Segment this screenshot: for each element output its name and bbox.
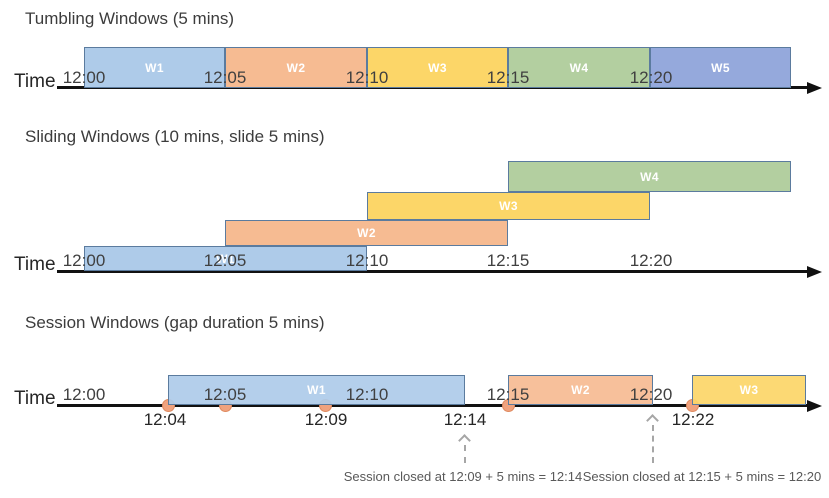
tumbling-window-w5: W5: [650, 47, 791, 88]
session-section-title: Session Windows (gap duration 5 mins): [25, 313, 325, 332]
tumbling-window-w4: W4: [508, 47, 650, 88]
session-closed-annotation-2: Session closed at 12:15 + 5 mins = 12:20: [582, 469, 822, 484]
session-tick-1205: 12:05: [203, 385, 247, 404]
event-time-label-1222: 12:22: [671, 410, 715, 429]
sliding-tick-1200: 12:00: [62, 251, 106, 270]
window-label: W3: [739, 383, 759, 397]
window-label: W1: [145, 60, 164, 75]
tumbling-tick-1215: 12:15: [486, 68, 530, 87]
sliding-section-title: Sliding Windows (10 mins, slide 5 mins): [25, 127, 325, 146]
window-label: W2: [357, 226, 376, 240]
sliding-time-axis: [57, 270, 807, 273]
window-label: W1: [216, 251, 235, 266]
session-tick-1220: 12:20: [629, 385, 673, 404]
sliding-tick-1215: 12:15: [486, 251, 530, 270]
sliding-window-w2: W2: [225, 220, 508, 246]
callout-arrow-stem: [652, 425, 654, 463]
window-label: W4: [640, 169, 659, 184]
session-axis-arrowhead-icon: [807, 400, 822, 412]
tumbling-tick-1210: 12:10: [345, 68, 389, 87]
session-tick-1215: 12:15: [486, 385, 530, 404]
window-label: W1: [307, 383, 326, 397]
session-time-axis: [57, 404, 807, 407]
sliding-time-axis-label: Time: [14, 254, 56, 275]
sliding-window-w4: W4: [508, 161, 791, 192]
tumbling-section-title: Tumbling Windows (5 mins): [25, 9, 235, 28]
event-time-label-1209: 12:09: [304, 410, 348, 429]
tumbling-window-w3: W3: [367, 47, 508, 88]
tumbling-tick-1205: 12:05: [203, 68, 247, 87]
sliding-window-w3: W3: [367, 192, 650, 220]
sliding-window-w1: W1: [84, 246, 367, 271]
session-closed-annotation-1: Session closed at 12:09 + 5 mins = 12:14: [343, 469, 583, 484]
session-window-w2: W2: [508, 375, 653, 405]
window-label: W4: [569, 60, 589, 75]
event-time-label-1204: 12:04: [143, 410, 187, 429]
session-tick-1210: 12:10: [345, 385, 389, 404]
sliding-axis-arrowhead-icon: [807, 266, 822, 278]
window-label: W3: [499, 199, 518, 213]
window-label: W2: [286, 60, 306, 75]
callout-arrow-stem: [464, 445, 466, 463]
tumbling-tick-1200: 12:00: [62, 68, 106, 87]
sliding-tick-1220: 12:20: [629, 251, 673, 270]
tumbling-axis-arrowhead-icon: [807, 82, 822, 94]
tumbling-tick-1220: 12:20: [629, 68, 673, 87]
sliding-tick-1205: 12:05: [203, 251, 247, 270]
tumbling-time-axis-label: Time: [14, 71, 56, 92]
window-label: W2: [571, 383, 590, 397]
tumbling-window-w1: W1: [84, 47, 225, 88]
window-label: W3: [428, 60, 447, 75]
sliding-tick-1210: 12:10: [345, 251, 389, 270]
session-tick-1200: 12:00: [62, 385, 106, 404]
window-label: W5: [711, 60, 730, 75]
session-time-axis-label: Time: [14, 388, 56, 409]
session-window-w1: W1: [168, 375, 465, 405]
tumbling-window-w2: W2: [225, 47, 367, 88]
event-time-label-1214: 12:14: [443, 410, 487, 429]
session-window-w3: W3: [692, 375, 806, 405]
